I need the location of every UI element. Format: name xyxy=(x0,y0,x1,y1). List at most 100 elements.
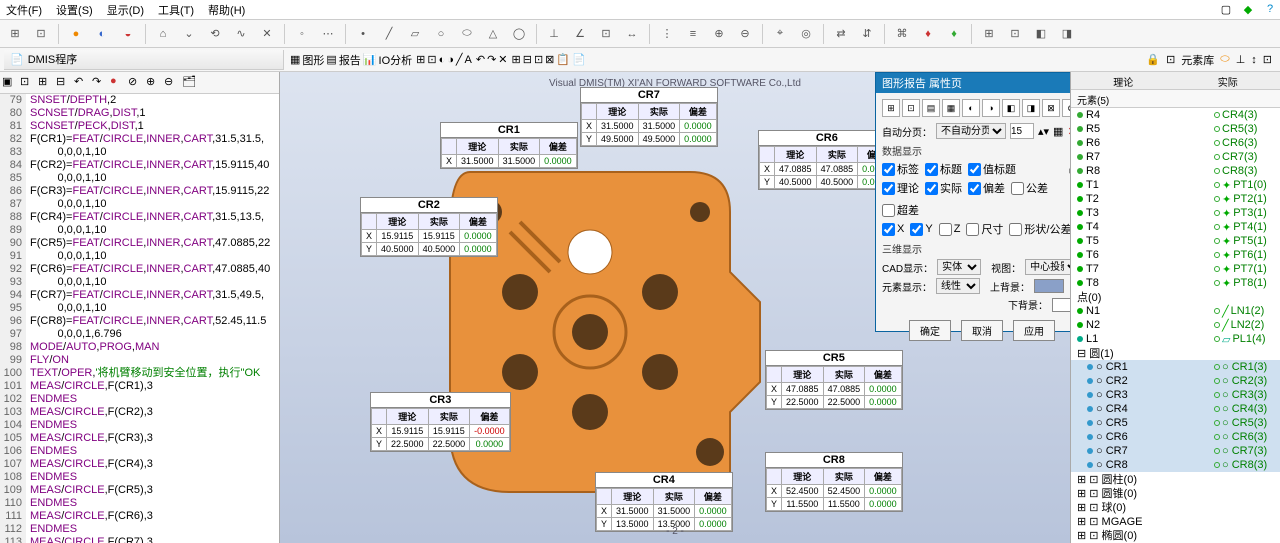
view-tool-icon[interactable]: ⊞ xyxy=(416,53,425,66)
tool-icon[interactable]: ⊖ xyxy=(734,23,756,45)
callout-CR8[interactable]: CR8 理论实际偏差X52.450052.45000.0000Y11.55001… xyxy=(765,452,903,512)
tool-point-icon[interactable]: • xyxy=(352,23,374,45)
element-row[interactable]: T2 ✦ PT2(1) xyxy=(1071,192,1280,206)
view-tool-icon[interactable]: ◑ xyxy=(447,54,454,66)
cb-icon[interactable]: ⊖ xyxy=(164,75,180,91)
cb-icon[interactable]: ⊡ xyxy=(20,75,36,91)
element-row[interactable]: R4 CR4(3) xyxy=(1071,108,1280,122)
view-tool-icon[interactable]: ⊠ xyxy=(545,53,554,66)
tool-icon[interactable]: ⊡ xyxy=(30,23,52,45)
cb-icon[interactable]: 🗂 xyxy=(182,75,198,91)
rt-icon[interactable]: ⬭ xyxy=(1220,53,1229,66)
callout-CR7[interactable]: CR7 理论实际偏差X31.500031.50000.0000Y49.50004… xyxy=(580,87,718,147)
group-row[interactable]: ⊟ 圆(1) xyxy=(1071,346,1280,360)
rt-icon[interactable]: ⊥ xyxy=(1236,53,1246,66)
bg2-color-swatch[interactable] xyxy=(1052,298,1070,312)
view-tool-icon[interactable]: ⊞ xyxy=(512,53,521,66)
page-count-input[interactable] xyxy=(1010,123,1034,139)
element-row[interactable]: T5 ✦ PT5(1) xyxy=(1071,234,1280,248)
view-tool-icon[interactable]: 📄 xyxy=(572,53,586,66)
cb-dev[interactable] xyxy=(968,182,981,195)
cb-icon[interactable]: ⊟ xyxy=(56,75,72,91)
tool-icon[interactable]: ♦ xyxy=(943,23,965,45)
tool-icon[interactable]: ⊥ xyxy=(543,23,565,45)
group-row[interactable]: ⊞ ⊡ 圆锥(0) xyxy=(1071,486,1280,500)
tool-icon[interactable]: ◐ xyxy=(91,23,113,45)
bg-color-swatch[interactable] xyxy=(1034,279,1064,293)
cancel-button[interactable]: 取消 xyxy=(961,320,1003,341)
view-tool-icon[interactable]: ⊡ xyxy=(534,53,543,66)
tool-icon[interactable]: ⊞ xyxy=(978,23,1000,45)
element-row[interactable]: R8 CR8(3) xyxy=(1071,164,1280,178)
view-tool-icon[interactable]: ↶ xyxy=(476,53,485,66)
callout-CR3[interactable]: CR3 理论实际偏差X15.911515.9115-0.0000Y22.5000… xyxy=(370,392,511,452)
tool-icon[interactable]: ⇄ xyxy=(830,23,852,45)
auto-page-select[interactable]: 不自动分页 xyxy=(936,123,1006,139)
menu-settings[interactable]: 设置(S) xyxy=(56,2,93,18)
graphics-view[interactable]: Visual DMIS(TM) XI'AN FORWARD SOFTWARE C… xyxy=(280,72,1070,543)
tool-line-icon[interactable]: ╱ xyxy=(378,23,400,45)
element-row[interactable]: ○ CR8 ○ CR8(3) xyxy=(1071,458,1280,472)
tool-icon[interactable]: ∿ xyxy=(230,23,252,45)
element-row[interactable]: R5 CR5(3) xyxy=(1071,122,1280,136)
cb-theory[interactable] xyxy=(882,182,895,195)
element-row[interactable]: T7 ✦ PT7(1) xyxy=(1071,262,1280,276)
callout-CR1[interactable]: CR1 理论实际偏差X31.500031.50000.0000 xyxy=(440,122,578,169)
cb-label[interactable] xyxy=(882,163,895,176)
tool-icon[interactable]: ⋯ xyxy=(317,23,339,45)
ok-button[interactable]: 确定 xyxy=(909,320,951,341)
cb-z[interactable] xyxy=(939,223,952,236)
dlg-icon[interactable]: ⊠ xyxy=(1042,99,1060,117)
window-icon2[interactable]: ◆ xyxy=(1240,1,1256,17)
tool-icon[interactable]: ◒ xyxy=(117,23,139,45)
cb-valtitle[interactable] xyxy=(968,163,981,176)
menu-display[interactable]: 显示(D) xyxy=(107,2,144,18)
element-row[interactable]: ○ CR5 ○ CR5(3) xyxy=(1071,416,1280,430)
element-row[interactable]: T8 ✦ PT8(1) xyxy=(1071,276,1280,290)
rt-icon[interactable]: ⊡ xyxy=(1263,53,1272,66)
element-row[interactable]: N1 ╱ LN1(2) xyxy=(1071,304,1280,318)
view-tool-icon[interactable]: ↷ xyxy=(487,53,496,66)
cb-icon[interactable]: ● xyxy=(110,75,126,91)
cb-icon[interactable]: ▣ xyxy=(2,75,18,91)
tool-icon[interactable]: ⌘ xyxy=(891,23,913,45)
element-row[interactable]: ○ CR2 ○ CR2(3) xyxy=(1071,374,1280,388)
tool-icon[interactable]: ⊕ xyxy=(708,23,730,45)
element-row[interactable]: ○ CR1 ○ CR1(3) xyxy=(1071,360,1280,374)
view-tool-icon[interactable]: ✕ xyxy=(498,53,507,66)
cb-y[interactable] xyxy=(910,223,923,236)
cb-size[interactable] xyxy=(966,223,979,236)
element-row[interactable]: T6 ✦ PT6(1) xyxy=(1071,248,1280,262)
tool-icon[interactable]: ⟲ xyxy=(204,23,226,45)
tool-icon[interactable]: ⊡ xyxy=(595,23,617,45)
tool-icon[interactable]: ↔ xyxy=(621,23,643,45)
tool-icon[interactable]: ✕ xyxy=(256,23,278,45)
element-row[interactable]: ○ CR3 ○ CR3(3) xyxy=(1071,388,1280,402)
pg-del-icon[interactable]: ✕ xyxy=(1067,125,1070,138)
view-tool-icon[interactable]: ╱ xyxy=(456,53,463,66)
cb-icon[interactable]: ↷ xyxy=(92,75,108,91)
rt-icon[interactable]: ↕ xyxy=(1251,54,1257,66)
tool-cylinder-icon[interactable]: ⬭ xyxy=(456,23,478,45)
tool-icon[interactable]: ◨ xyxy=(1056,23,1078,45)
callout-CR5[interactable]: CR5 理论实际偏差X47.088547.08850.0000Y22.50002… xyxy=(765,350,903,410)
elem-display-select[interactable]: 线性 xyxy=(936,278,980,294)
tool-plane-icon[interactable]: ▱ xyxy=(404,23,426,45)
menu-help[interactable]: 帮助(H) xyxy=(208,2,245,18)
dlg-icon[interactable]: ◑ xyxy=(982,99,1000,117)
cb-actual[interactable] xyxy=(925,182,938,195)
dlg-icon[interactable]: ⊡ xyxy=(902,99,920,117)
apply-button[interactable]: 应用 xyxy=(1013,320,1055,341)
group-row[interactable]: ⊞ ⊡ 椭圆(0) xyxy=(1071,528,1280,542)
cad-display-select[interactable]: 实体 xyxy=(937,259,981,275)
view-tool-icon[interactable]: A xyxy=(465,54,472,66)
dlg-icon[interactable]: ⊗ xyxy=(1062,99,1070,117)
tool-circle-icon[interactable]: ○ xyxy=(430,23,452,45)
group-row[interactable]: ⊞ ⊡ MGAGE xyxy=(1071,514,1280,528)
element-row[interactable]: L1 ▱ PL1(4) xyxy=(1071,332,1280,346)
cb-icon[interactable]: ⊞ xyxy=(38,75,54,91)
tool-icon[interactable]: ◎ xyxy=(795,23,817,45)
tool-icon[interactable]: ⊞ xyxy=(4,23,26,45)
element-row[interactable]: T3 ✦ PT3(1) xyxy=(1071,206,1280,220)
dlg-icon[interactable]: ◐ xyxy=(962,99,980,117)
